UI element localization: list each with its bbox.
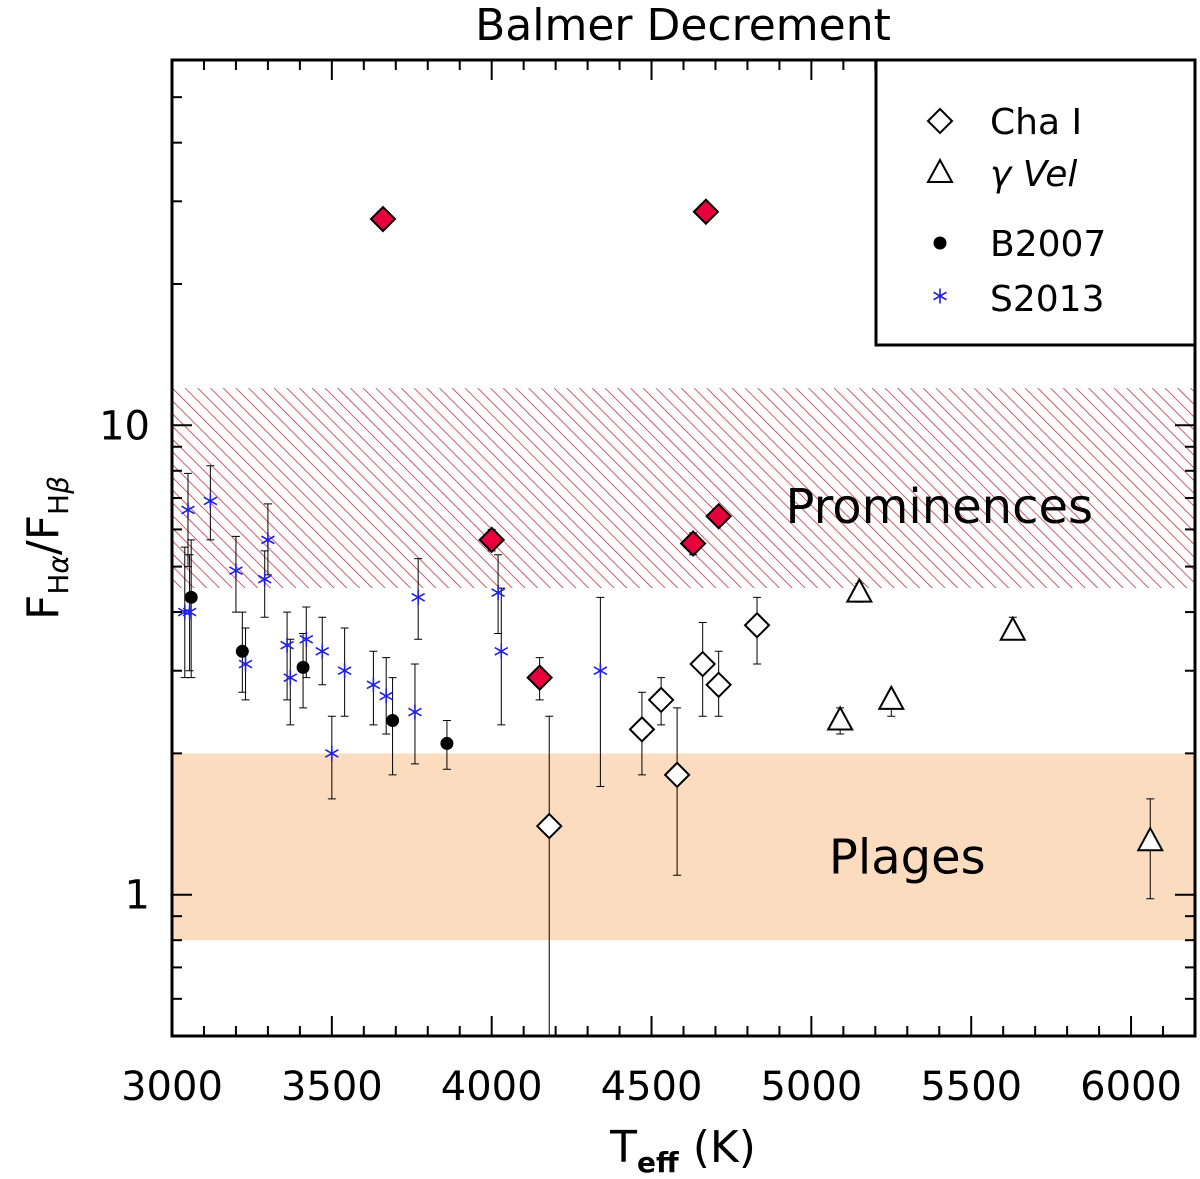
s2013-point <box>261 532 275 548</box>
cha-i-red--point <box>526 664 554 692</box>
s2013-point <box>491 585 505 601</box>
legend: Cha I γ Vel B2007 S2013 <box>874 58 1197 347</box>
s2013-point <box>238 656 253 672</box>
cha-i-red--point <box>478 526 506 554</box>
y-axis-label-f2: F <box>18 515 69 540</box>
y-tick-labels: 1 10 <box>99 403 150 918</box>
legend-label-cha-i: Cha I <box>990 102 1082 143</box>
legend-label-gamma-vel: γ Vel <box>990 154 1077 195</box>
error-bar <box>283 611 292 701</box>
x-axis-label-units: (K) <box>693 1122 756 1173</box>
-vel-point <box>845 577 874 603</box>
s2013-point <box>494 643 509 659</box>
-vel-point <box>1136 826 1164 852</box>
cha-i-point <box>647 686 675 714</box>
s2013-point <box>337 663 352 679</box>
cha-i-red--point <box>692 198 720 226</box>
x-tick-label: 3000 <box>121 1064 223 1110</box>
s2013-point <box>411 589 426 605</box>
cha-i-point <box>628 715 656 743</box>
b2007-point <box>184 590 198 604</box>
y-axis-label-sub1b: α <box>42 555 75 574</box>
data-points <box>177 198 1164 852</box>
s2013-point <box>366 677 381 693</box>
s2013-point <box>181 502 195 518</box>
y-axis-label-slash: / <box>18 540 69 555</box>
x-tick-label: 4000 <box>441 1064 543 1110</box>
chart-title: Balmer Decrement <box>475 0 891 51</box>
s2013-point <box>299 631 314 647</box>
cha-i-point <box>705 671 733 699</box>
legend-symbol-s2013 <box>933 288 947 304</box>
error-bar <box>673 707 682 876</box>
cha-i-point <box>689 650 717 678</box>
y-axis-label: FHα/FHβ <box>18 476 75 620</box>
region-label-plages: Plages <box>829 830 986 886</box>
cha-i-red--point <box>705 502 733 530</box>
error-bar <box>596 596 605 788</box>
x-tick-label: 6000 <box>1080 1064 1182 1110</box>
x-tick-labels: 3000 3500 4000 4500 5000 5500 6000 <box>121 1064 1182 1110</box>
region-plages <box>172 753 1195 941</box>
-vel-point <box>877 684 905 710</box>
y-axis-label-sub1a: H <box>42 574 75 595</box>
s2013-point <box>324 745 339 761</box>
s2013-point <box>257 571 272 587</box>
legend-symbol-cha-i <box>926 107 954 135</box>
y-tick-label: 1 <box>125 873 150 919</box>
y-axis-label-f1: F <box>18 595 69 620</box>
s2013-point <box>229 563 243 579</box>
legend-symbol-b2007 <box>933 236 947 250</box>
s2013-point <box>315 643 330 659</box>
x-tick-label: 5000 <box>760 1064 862 1110</box>
b2007-point <box>235 644 249 658</box>
y-axis-label-sub2a: H <box>42 494 75 515</box>
x-axis-label: Teff (K) <box>609 1122 756 1179</box>
region-label-prominences: Prominences <box>785 479 1093 535</box>
legend-symbol--vel <box>926 157 954 183</box>
-vel-point <box>999 615 1027 641</box>
region-prominences <box>172 388 1195 589</box>
-vel-point <box>826 705 854 731</box>
y-tick-label: 10 <box>99 403 150 449</box>
legend-label-s2013: S2013 <box>990 279 1104 320</box>
cha-i-red--point <box>369 205 397 233</box>
region-labels: Prominences Plages <box>785 479 1093 886</box>
y-axis-label-sub2b: β <box>42 476 75 495</box>
x-tick-label: 3500 <box>281 1064 383 1110</box>
error-bar <box>545 715 554 1036</box>
s2013-point <box>280 637 294 653</box>
s2013-point <box>182 604 197 620</box>
b2007-point <box>296 660 310 674</box>
cha-i-point <box>663 761 691 789</box>
axis-ticks <box>171 59 1196 1037</box>
cha-i-red--point <box>679 530 707 557</box>
cha-i-point <box>743 611 771 639</box>
b2007-point <box>440 736 454 750</box>
legend-symbols <box>926 107 954 304</box>
legend-box <box>874 58 1197 347</box>
x-axis-label-sub: eff <box>637 1146 679 1179</box>
x-tick-label: 4500 <box>601 1064 703 1110</box>
s2013-point <box>593 663 608 679</box>
s2013-point <box>203 493 218 509</box>
x-axis-label-main: T <box>609 1122 637 1173</box>
s2013-point <box>408 704 422 720</box>
cha-i-point <box>535 812 563 840</box>
x-tick-label: 5500 <box>920 1064 1022 1110</box>
shaded-regions <box>172 388 1195 941</box>
legend-label-b2007: B2007 <box>990 224 1106 265</box>
b2007-point <box>386 714 400 728</box>
s2013-point <box>379 688 394 704</box>
error-bar <box>183 472 192 568</box>
s2013-point <box>283 670 298 686</box>
